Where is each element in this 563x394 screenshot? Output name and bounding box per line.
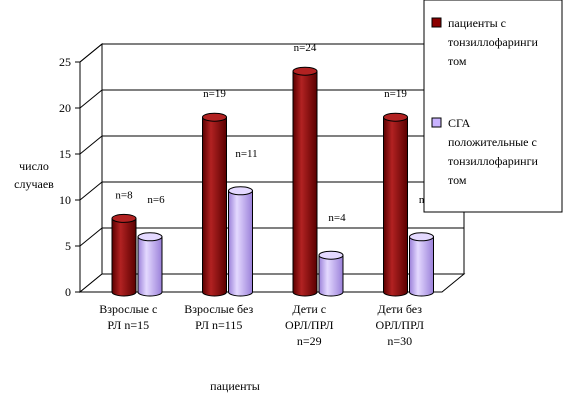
data-label: n=6 xyxy=(147,194,165,206)
legend-box xyxy=(423,0,563,213)
bar-top xyxy=(292,66,318,76)
gridline xyxy=(79,181,464,201)
category-labels: Взрослые с РЛ n=15 Взрослые без РЛ n=115 Дет… xyxy=(99,302,424,348)
bars xyxy=(111,66,434,297)
bar-top xyxy=(228,186,253,196)
bar-body xyxy=(409,236,434,297)
legend: пациенты с тонзиллофаринги том СГА положител… xyxy=(423,0,563,213)
bar-s2-c3 xyxy=(318,250,344,297)
bar-body xyxy=(318,254,344,297)
y-tick-label: 15 xyxy=(59,147,71,161)
bar-body xyxy=(228,190,253,297)
side-wall xyxy=(79,42,103,294)
x-axis-title: пациенты xyxy=(210,379,260,393)
gridline xyxy=(79,227,464,247)
data-label: n=19 xyxy=(203,88,226,100)
legend-swatch xyxy=(431,117,442,128)
category-label: Взрослые без РЛ n=115 xyxy=(184,302,253,332)
bar-top xyxy=(137,232,163,242)
y-tick-label: 10 xyxy=(59,193,71,207)
legend-swatch xyxy=(431,17,442,28)
y-tick-label: 5 xyxy=(65,239,71,253)
bar-top xyxy=(318,250,344,260)
bar-body xyxy=(383,116,408,297)
bar-top xyxy=(409,232,434,242)
bar-top xyxy=(202,112,227,122)
bar-s1-c3 xyxy=(292,66,318,297)
bar-body xyxy=(292,70,318,297)
category-label: Дети с ОРЛ/ПРЛ n=29 xyxy=(285,302,334,348)
bar-top xyxy=(111,213,137,223)
bar-s1-c1 xyxy=(111,213,137,297)
gridlines xyxy=(79,43,464,247)
legend-entry: пациенты с тонзиллофаринги том xyxy=(448,16,539,68)
y-axis-title-line: случаев xyxy=(14,177,54,191)
gridline xyxy=(79,43,464,63)
y-axis-title: число случаев xyxy=(14,159,54,191)
bar-s2-c1 xyxy=(137,232,163,297)
bar-s1-c2 xyxy=(202,112,227,297)
bar-body xyxy=(202,116,227,297)
data-labels: n=8n=6n=19n=11n=24n=4n=19n=6 xyxy=(115,42,436,224)
data-label: n=8 xyxy=(115,189,133,201)
gridline xyxy=(79,135,464,155)
bar-s2-c4 xyxy=(409,232,434,297)
data-label: n=19 xyxy=(384,88,407,100)
bar-body xyxy=(111,217,137,297)
bar-s1-c4 xyxy=(383,112,408,297)
category-label: Дети без ОРЛ/ПРЛ n=30 xyxy=(376,302,425,348)
data-label: n=24 xyxy=(294,42,317,54)
y-tick-label: 25 xyxy=(59,55,71,69)
category-label: Взрослые с РЛ n=15 xyxy=(99,302,157,332)
bar-top xyxy=(383,112,408,122)
bar-body xyxy=(137,236,163,297)
bar-s2-c2 xyxy=(228,186,253,297)
data-label: n=4 xyxy=(328,212,346,224)
y-tick-label: 0 xyxy=(65,285,71,299)
y-tick-label: 20 xyxy=(59,101,71,115)
data-label: n=11 xyxy=(235,148,257,160)
legend-entry: СГА положительные с тонзиллофаринги том xyxy=(448,116,539,187)
y-axis-title-line: число xyxy=(19,159,49,173)
gridline xyxy=(79,89,464,109)
